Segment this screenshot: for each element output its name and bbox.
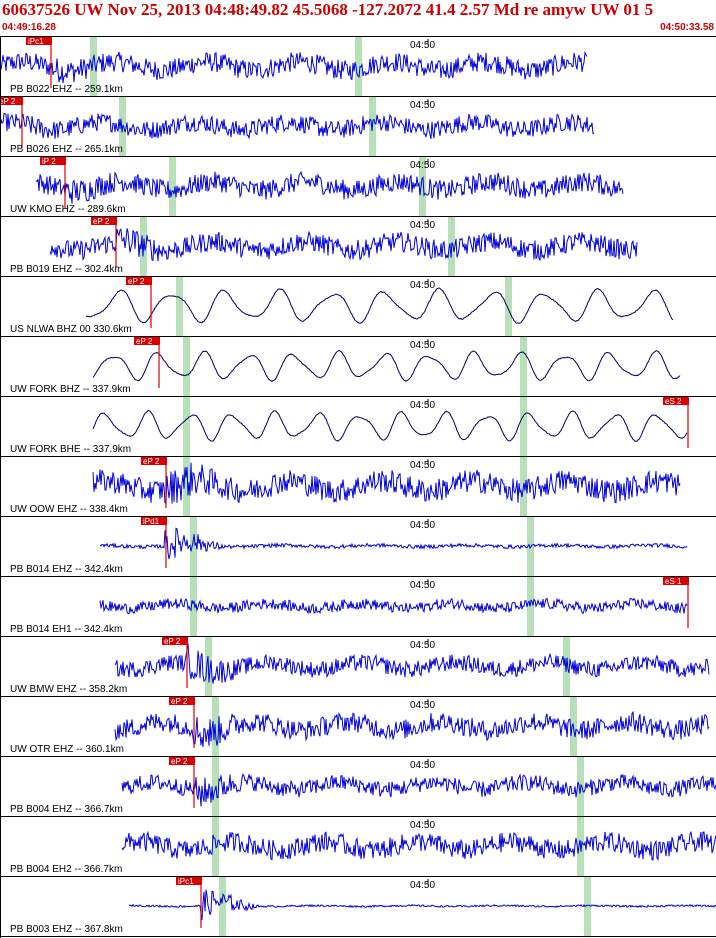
time-marker: [183, 397, 190, 456]
minute-tick-label: 04:50: [410, 280, 435, 291]
waveform: [85, 287, 674, 324]
pick-label: eS 1: [665, 577, 682, 586]
station-label: PB B004 EHZ -- 366.7km: [10, 804, 123, 815]
time-marker: [169, 157, 176, 216]
pick-flag: [663, 577, 689, 585]
pick-label: eS 2: [665, 397, 682, 406]
pick-flag: [126, 277, 152, 285]
time-marker: [505, 277, 512, 336]
event-title: 60637526 UW Nov 25, 2013 04:48:49.82 45.…: [2, 0, 654, 19]
pick-label: eP 2: [128, 277, 145, 286]
pick-label: iP 2: [42, 157, 56, 166]
station-label: PB B014 EHZ -- 342.4km: [10, 564, 123, 575]
pick-label: eP 2: [171, 757, 188, 766]
minute-tick-label: 04:50: [410, 40, 435, 51]
waveform: [0, 112, 595, 140]
station-label: PB B026 EHZ -- 265.1km: [10, 144, 123, 155]
pick-flag: [141, 517, 167, 525]
waveform: [128, 889, 716, 921]
time-marker: [520, 337, 527, 396]
minute-tick-label: 04:50: [410, 640, 435, 651]
time-marker: [419, 157, 426, 216]
pick-flag: [40, 157, 66, 165]
station-label: UW OTR EHZ -- 360.1km: [10, 744, 124, 755]
pick-flag: [0, 97, 23, 105]
time-marker: [527, 517, 534, 576]
minute-tick-label: 04:50: [410, 700, 435, 711]
station-label: UW FORK BHZ -- 337.9km: [10, 384, 131, 395]
minute-tick-label: 04:50: [410, 580, 435, 591]
pick-label: eP 2: [143, 457, 160, 466]
pick-label: eP 2: [93, 217, 110, 226]
seismogram-panel: 04:50 iPc1 PB B022 EHZ -- 259.1km 04:50 eP 2…: [0, 36, 716, 938]
waveform: [114, 710, 710, 748]
time-marker: [527, 577, 534, 636]
pick-flag: [169, 697, 195, 705]
station-label: PB B014 EH1 -- 342.4km: [10, 624, 122, 635]
time-marker: [355, 37, 362, 96]
station-label: UW BMW EHZ -- 358.2km: [10, 684, 127, 695]
station-label: UW OOW EHZ -- 338.4km: [10, 504, 128, 515]
time-marker: [190, 577, 197, 636]
minute-tick-label: 04:50: [410, 460, 435, 471]
minute-tick-label: 04:50: [410, 880, 435, 891]
minute-tick-label: 04:50: [410, 400, 435, 411]
pick-flag: [176, 877, 202, 885]
record-header: 60637526 UW Nov 25, 2013 04:48:49.82 45.…: [0, 0, 716, 36]
pick-flag: [169, 757, 195, 765]
minute-tick-label: 04:50: [410, 520, 435, 531]
pick-flag: [141, 457, 167, 465]
time-marker: [183, 337, 190, 396]
station-label: UW FORK BHE -- 337.9km: [10, 444, 131, 455]
waveform: [92, 462, 681, 505]
station-label: PB B004 EH2 -- 366.7km: [10, 864, 122, 875]
waveform: [114, 643, 710, 684]
minute-tick-label: 04:50: [410, 160, 435, 171]
waveform: [92, 349, 681, 383]
waveform: [35, 170, 624, 204]
pick-label: eP 2: [171, 697, 188, 706]
time-marker: [219, 877, 226, 936]
time-marker: [176, 277, 183, 336]
minute-tick-label: 04:50: [410, 100, 435, 111]
time-marker: [190, 517, 197, 576]
pick-label: iPc1: [178, 877, 194, 886]
pick-flag: [26, 37, 52, 45]
waveform: [121, 830, 716, 861]
waveform: [100, 527, 688, 560]
time-marker: [90, 37, 97, 96]
minute-tick-label: 04:50: [410, 820, 435, 831]
minute-tick-label: 04:50: [410, 760, 435, 771]
waveform: [121, 772, 716, 807]
time-marker: [183, 457, 190, 516]
station-label: PB B019 EHZ -- 302.4km: [10, 264, 123, 275]
station-label: US NLWA BHZ 00 330.6km: [10, 324, 132, 335]
pick-flag: [663, 397, 689, 405]
station-label: PB B022 EHZ -- 259.1km: [10, 84, 123, 95]
pick-label: eP 2: [0, 97, 16, 106]
pick-label: eP 2: [136, 337, 153, 346]
pick-label: iPd1: [143, 517, 160, 526]
pick-flag: [91, 217, 117, 225]
pick-label: iPc1: [28, 37, 44, 46]
window-start-time: 04:49:16.28: [2, 22, 56, 33]
pick-flag: [162, 637, 188, 645]
pick-flag: [134, 337, 160, 345]
minute-tick-label: 04:50: [410, 340, 435, 351]
window-end-time: 04:50:33.58: [660, 22, 714, 33]
waveform: [99, 597, 688, 615]
waveform: [49, 228, 638, 262]
waveform: [92, 410, 688, 442]
time-marker: [520, 397, 527, 456]
station-label: UW KMO EHZ -- 289.6km: [10, 204, 126, 215]
station-label: PB B003 EHZ -- 367.8km: [10, 924, 123, 935]
waveform: [0, 50, 588, 84]
pick-label: eP 2: [164, 637, 181, 646]
seismogram-traces[interactable]: 04:50 iPc1 PB B022 EHZ -- 259.1km 04:50 eP 2…: [0, 36, 716, 938]
time-marker: [584, 877, 591, 936]
minute-tick-label: 04:50: [410, 220, 435, 231]
